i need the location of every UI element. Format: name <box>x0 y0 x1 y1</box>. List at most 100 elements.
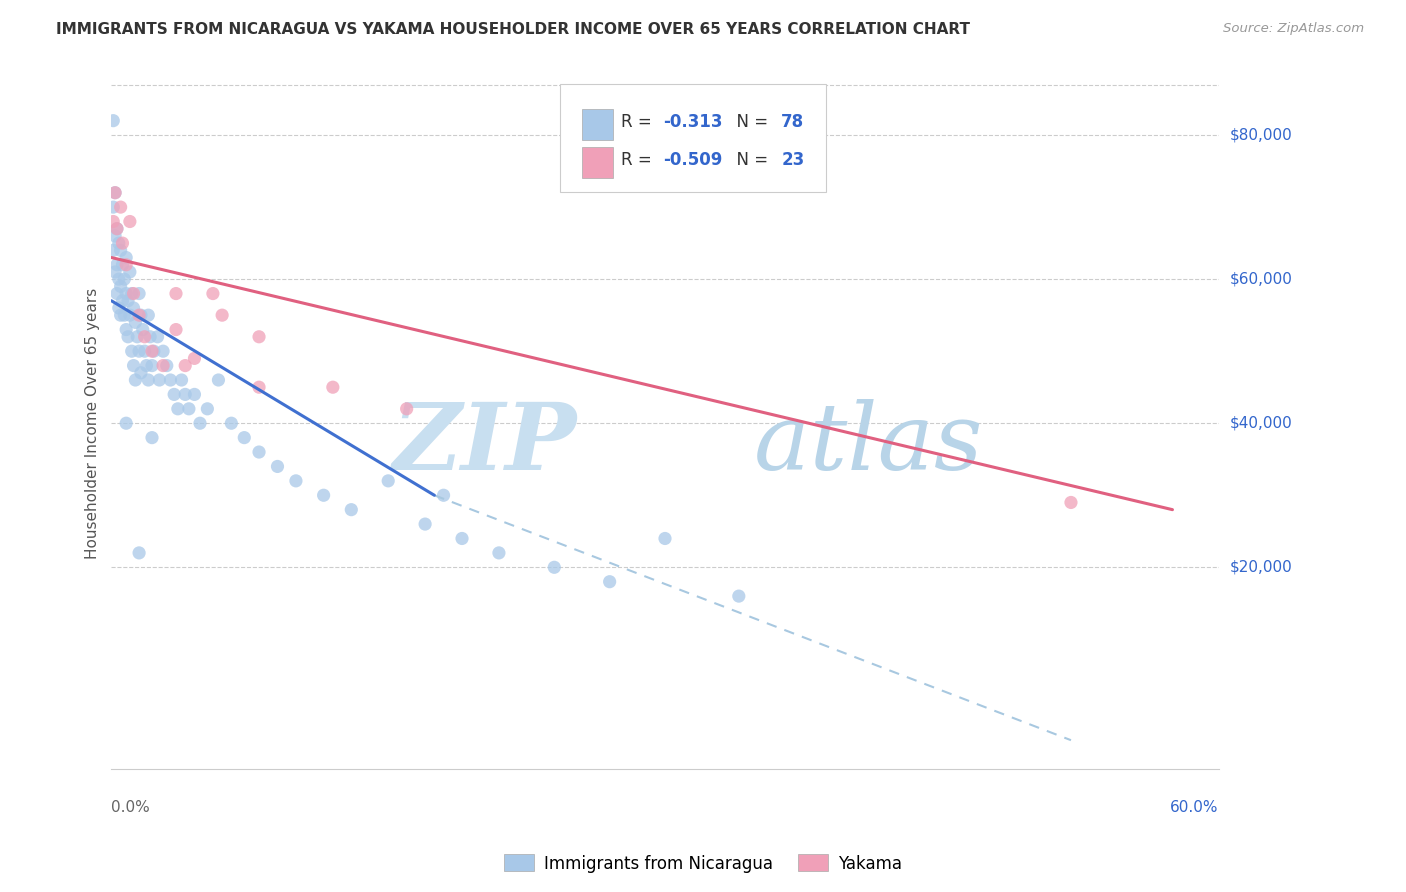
Point <box>166 401 188 416</box>
Text: $60,000: $60,000 <box>1230 272 1292 286</box>
Point <box>141 344 163 359</box>
Point <box>195 401 218 416</box>
Y-axis label: Householder Income Over 65 years: Householder Income Over 65 years <box>86 287 100 559</box>
Point <box>142 344 165 359</box>
Point <box>165 286 187 301</box>
Point <box>312 488 335 502</box>
Point <box>599 574 621 589</box>
Point <box>105 221 128 235</box>
Point <box>124 315 146 329</box>
Point <box>377 474 399 488</box>
FancyBboxPatch shape <box>582 109 613 140</box>
Point <box>115 258 138 272</box>
Legend: Immigrants from Nicaragua, Yakama: Immigrants from Nicaragua, Yakama <box>498 847 908 880</box>
Point <box>156 359 179 373</box>
Point <box>105 258 128 272</box>
Point <box>118 308 141 322</box>
Point <box>136 373 159 387</box>
Point <box>112 308 135 322</box>
Point <box>110 244 132 258</box>
Point <box>103 200 125 214</box>
Point <box>654 532 676 546</box>
Point <box>322 380 344 394</box>
Point <box>233 431 256 445</box>
Point <box>211 308 233 322</box>
Point <box>247 380 270 394</box>
Point <box>122 359 145 373</box>
Point <box>141 359 163 373</box>
Point <box>128 286 150 301</box>
Point <box>117 330 139 344</box>
Text: 23: 23 <box>782 152 804 169</box>
Point <box>103 244 125 258</box>
Text: N =: N = <box>725 152 773 169</box>
Text: Source: ZipAtlas.com: Source: ZipAtlas.com <box>1223 22 1364 36</box>
Point <box>122 301 145 315</box>
Text: 0.0%: 0.0% <box>111 799 150 814</box>
Point <box>118 265 141 279</box>
Point <box>727 589 749 603</box>
Point <box>1060 495 1083 509</box>
Point <box>141 431 163 445</box>
Point <box>134 330 156 344</box>
Text: $40,000: $40,000 <box>1230 416 1292 431</box>
Text: -0.509: -0.509 <box>662 152 723 169</box>
Point <box>111 236 134 251</box>
FancyBboxPatch shape <box>560 85 825 192</box>
Point <box>128 344 150 359</box>
Point <box>115 251 138 265</box>
Point <box>136 308 159 322</box>
Point <box>107 236 129 251</box>
Point <box>247 445 270 459</box>
Point <box>188 416 211 430</box>
Point <box>177 401 200 416</box>
Point <box>129 308 152 322</box>
Point <box>107 301 129 315</box>
Point <box>128 308 150 322</box>
Point <box>107 272 129 286</box>
Point <box>207 373 229 387</box>
Point <box>118 214 141 228</box>
Point <box>451 532 474 546</box>
Point <box>284 474 307 488</box>
Point <box>146 330 169 344</box>
Point <box>174 387 197 401</box>
Point <box>148 373 170 387</box>
Point <box>104 186 127 200</box>
Point <box>129 366 152 380</box>
Text: N =: N = <box>725 113 773 131</box>
Point <box>115 286 138 301</box>
Point <box>139 330 162 344</box>
Text: R =: R = <box>620 152 657 169</box>
Point <box>395 401 418 416</box>
Point <box>115 322 138 336</box>
Point <box>127 330 149 344</box>
Point <box>105 221 128 235</box>
Text: 78: 78 <box>782 113 804 131</box>
Point <box>135 359 157 373</box>
Point <box>152 359 174 373</box>
Point <box>105 286 128 301</box>
Point <box>163 387 186 401</box>
Point <box>183 351 205 366</box>
Text: $80,000: $80,000 <box>1230 128 1292 143</box>
Text: IMMIGRANTS FROM NICARAGUA VS YAKAMA HOUSEHOLDER INCOME OVER 65 YEARS CORRELATION: IMMIGRANTS FROM NICARAGUA VS YAKAMA HOUS… <box>56 22 970 37</box>
Point <box>165 322 187 336</box>
Text: $20,000: $20,000 <box>1230 560 1292 574</box>
Point <box>488 546 510 560</box>
Text: R =: R = <box>620 113 657 131</box>
Point <box>111 293 134 308</box>
Point <box>110 200 132 214</box>
Point <box>174 359 197 373</box>
Point <box>340 502 363 516</box>
Point <box>103 113 125 128</box>
Text: -0.313: -0.313 <box>662 113 723 131</box>
Point <box>152 344 174 359</box>
Point <box>128 546 150 560</box>
Point <box>122 286 145 301</box>
Text: ZIP: ZIP <box>392 399 576 489</box>
Point <box>221 416 243 430</box>
Point <box>159 373 181 387</box>
Point <box>110 308 132 322</box>
Point <box>117 293 139 308</box>
